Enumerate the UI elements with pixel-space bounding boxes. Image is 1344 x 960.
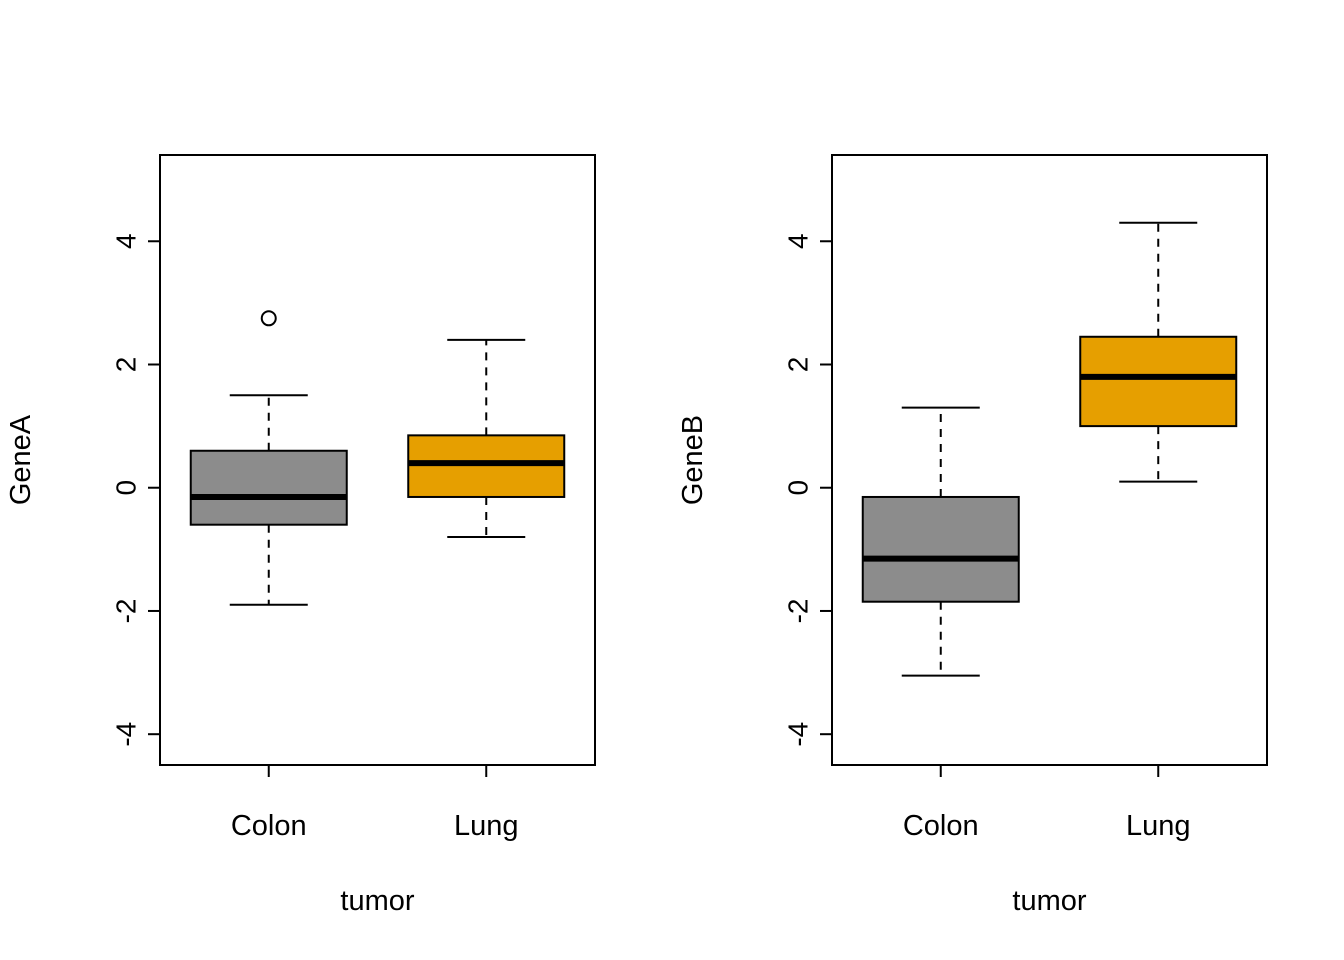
outlier-point — [260, 310, 277, 327]
x-tick-label: Colon — [231, 810, 307, 842]
y-tick-label: 2 — [782, 357, 813, 373]
y-tick-label: -2 — [782, 599, 813, 624]
y-tick-label: 0 — [110, 480, 141, 496]
y-tick-label: 4 — [782, 233, 813, 249]
y-tick-label: -2 — [110, 599, 141, 624]
iqr-box-lung — [1079, 335, 1238, 428]
boxplot-svg: -4 -2 0 2 4 Colon Lung GeneA tumor — [5, 154, 596, 917]
y-axis-title: GeneA — [5, 414, 37, 505]
x-tick-label: Colon — [903, 810, 979, 842]
x-tick-label: Lung — [1126, 810, 1191, 842]
y-tick-label: 4 — [110, 233, 141, 249]
x-tick-label: Lung — [454, 810, 519, 842]
plot-border — [159, 154, 596, 766]
y-tick-label: 0 — [782, 480, 813, 496]
panel-geneb: -4 -2 0 2 4 Colon Lung GeneB tumor — [672, 0, 1344, 960]
y-tick-label: -4 — [110, 722, 141, 747]
iqr-box-lung — [407, 434, 566, 498]
iqr-box-colon — [861, 495, 1020, 603]
y-tick-label: 2 — [110, 357, 141, 373]
y-axis-title: GeneB — [677, 415, 709, 505]
panel-genea: -4 -2 0 2 4 Colon Lung GeneA tumor — [5, 154, 596, 917]
boxplot-svg: -4 -2 0 2 4 Colon Lung GeneB tumor — [677, 154, 1268, 917]
iqr-box-colon — [189, 449, 348, 526]
x-axis-title: tumor — [340, 885, 414, 917]
y-tick-label: -4 — [782, 722, 813, 747]
x-axis-title: tumor — [1012, 885, 1086, 917]
plot-border — [831, 154, 1268, 766]
